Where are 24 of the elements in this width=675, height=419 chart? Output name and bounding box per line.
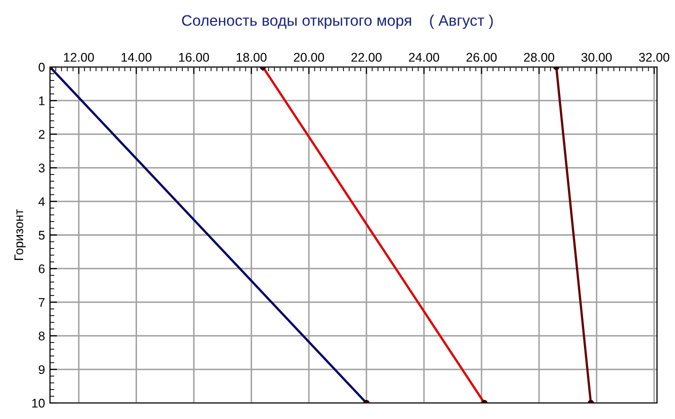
- y-tick-label: 9: [38, 365, 45, 374]
- y-tick-label: 5: [38, 230, 45, 240]
- x-tick-label: 28.00: [524, 52, 554, 62]
- y-tick-label: 2: [38, 130, 45, 139]
- chart-title: Соленость воды открытого моря ( Август ): [182, 14, 493, 29]
- y-tick-label: 4: [38, 197, 45, 206]
- x-tick-label: 26.00: [466, 52, 497, 62]
- y-tick-label: 3: [38, 164, 45, 172]
- x-tick-label: 30.00: [581, 52, 612, 62]
- x-tick-label: 32.00: [638, 52, 670, 62]
- y-axis-title: Горизонт: [14, 209, 26, 260]
- x-tick-label: 20.00: [294, 52, 324, 62]
- x-tick-label: 22.00: [351, 52, 382, 62]
- x-tick-label: 24.00: [408, 52, 440, 62]
- x-tick-label: 14.00: [122, 52, 152, 62]
- x-tick-label: 16.00: [179, 52, 209, 62]
- y-tick-label: 0: [38, 62, 45, 72]
- x-tick-label: 18.00: [236, 52, 267, 62]
- y-tick-label: 8: [38, 332, 45, 340]
- y-tick-label: 1: [39, 96, 45, 106]
- x-tick-label: 12.00: [64, 52, 94, 62]
- y-tick-label: 10: [32, 398, 45, 408]
- y-tick-label: 7: [38, 298, 45, 307]
- y-tick-label: 6: [38, 264, 45, 274]
